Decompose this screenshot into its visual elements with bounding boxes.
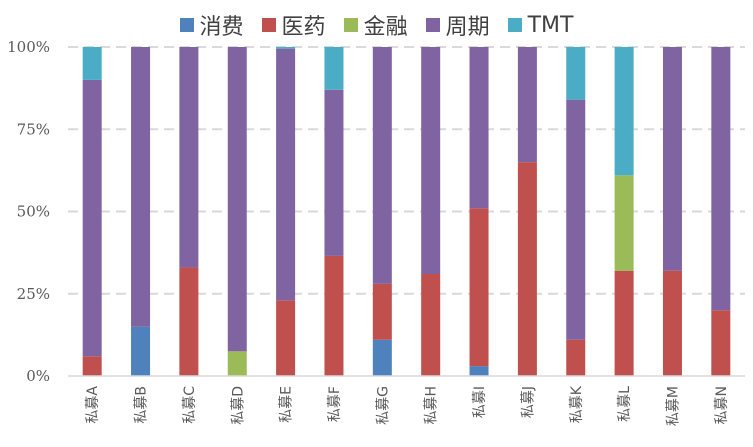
bar-segment (614, 175, 634, 271)
bar-segment (566, 47, 586, 100)
legend-label-finance: 金融 (363, 15, 408, 40)
legend-item-cyclical: 周期 (425, 9, 490, 41)
bar-segment (566, 99, 586, 340)
bar-segment (324, 47, 344, 90)
x-tick-label: 私募L (617, 386, 633, 422)
x-tick-label: 私募C (182, 386, 198, 424)
bar-segment (179, 267, 199, 376)
x-axis-labels: 私募A 私募B 私募C 私募D 私募E 私募F 私募G 私募H 私募I 私募J 私募K 私募L 私募M 私… (85, 385, 730, 426)
bar-segment (469, 366, 489, 376)
bar-segment (614, 47, 634, 176)
x-tick-label: 私募H (424, 386, 440, 425)
bars (82, 47, 731, 376)
bar-segment (276, 47, 296, 49)
x-tick-label: 私募K (569, 385, 585, 423)
bar-segment (131, 47, 151, 327)
bar-segment (372, 283, 392, 340)
legend-swatch-consumer (179, 18, 194, 32)
legend-swatch-finance (343, 18, 358, 32)
legend-item-consumer: 消费 (179, 9, 244, 41)
bar-segment (227, 351, 247, 376)
bar-segment (276, 300, 296, 376)
legend-swatch-pharma (261, 18, 276, 32)
bar-segment (711, 47, 731, 311)
y-axis-ticks: 0% 25% 50% 75% 100% (7, 38, 50, 385)
bar-segment (82, 79, 102, 357)
bar-segment (227, 47, 247, 352)
gridlines (68, 46, 745, 295)
bar-segment (469, 208, 489, 367)
bar-segment (662, 47, 682, 271)
bar-segment (179, 47, 199, 268)
x-tick-label: 私募F (327, 386, 343, 422)
legend-label-pharma: 医药 (281, 15, 326, 40)
legend-item-pharma: 医药 (261, 9, 326, 41)
x-tick-label: 私募I (472, 386, 488, 418)
bar-segment (469, 47, 489, 209)
legend-label-consumer: 消费 (199, 15, 244, 40)
x-tick-label: 私募J (520, 386, 536, 418)
x-tick-label: 私募E (279, 386, 295, 423)
y-tick-label: 25% (17, 285, 50, 303)
bar-segment (662, 270, 682, 376)
bar-segment (421, 274, 441, 376)
x-tick-label: 私募B (134, 386, 150, 424)
legend: 消费 医药 金融 周期 TMT (0, 8, 753, 42)
bar-segment (131, 326, 151, 376)
bar-segment (614, 270, 634, 376)
bar-segment (517, 162, 537, 376)
x-tick-label: 私募G (375, 386, 391, 425)
x-tick-label: 私募M (665, 386, 681, 426)
bar-segment (82, 47, 102, 80)
bar-segment (372, 339, 392, 376)
legend-swatch-tmt (507, 18, 522, 32)
bar-segment (566, 339, 586, 376)
legend-swatch-cyclical (425, 18, 440, 32)
bar-segment (517, 47, 537, 163)
y-tick-label: 0% (26, 367, 50, 385)
legend-label-cyclical: 周期 (445, 15, 490, 40)
bar-segment (372, 47, 392, 284)
legend-label-tmt: TMT (527, 12, 574, 38)
y-tick-label: 100% (7, 38, 50, 56)
y-tick-label: 75% (17, 120, 50, 138)
bar-segment (324, 89, 344, 256)
bar-segment (324, 255, 344, 376)
legend-item-tmt: TMT (507, 12, 574, 38)
bar-segment (82, 356, 102, 376)
x-tick-label: 私募N (714, 386, 730, 424)
x-tick-label: 私募D (230, 386, 246, 425)
legend-item-finance: 金融 (343, 9, 408, 41)
y-tick-label: 50% (17, 203, 50, 221)
x-tick-label: 私募A (85, 386, 101, 424)
bar-segment (421, 47, 441, 275)
bar-segment (711, 310, 731, 376)
bar-segment (276, 48, 296, 301)
